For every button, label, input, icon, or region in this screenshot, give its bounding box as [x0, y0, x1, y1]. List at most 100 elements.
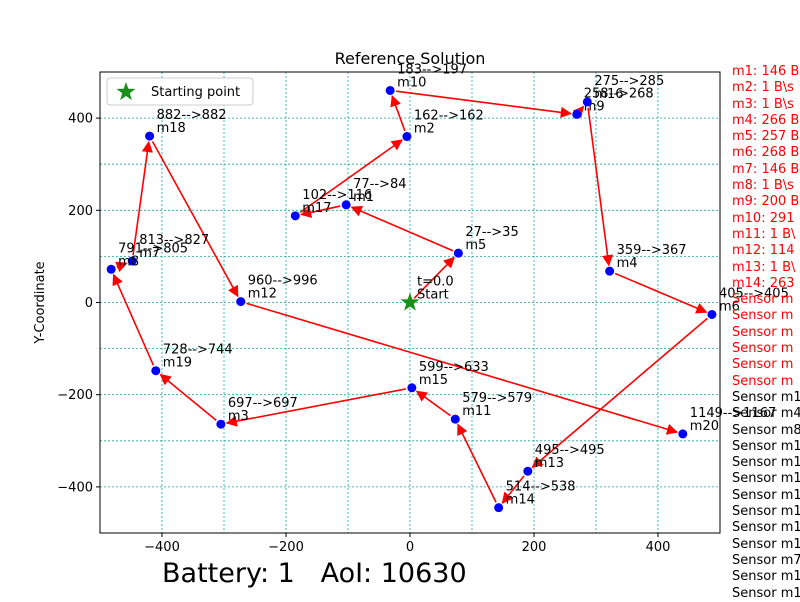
node-time-m17: 102-->116 — [302, 188, 372, 203]
y-tick-label: 0 — [85, 296, 93, 311]
node-time-m13: 495-->495 — [535, 443, 605, 458]
node-time-m2: 162-->162 — [414, 109, 484, 124]
node-label-m4: m4 — [617, 256, 638, 271]
route-arrow — [350, 205, 454, 252]
side-list-item: Sensor m7 — [732, 552, 800, 568]
node-time-m9: 258-->268 — [584, 86, 654, 101]
route-arrow — [132, 140, 153, 256]
side-list-item: Sensor m1 — [732, 520, 800, 536]
node-time-m1: 77-->84 — [353, 177, 406, 192]
node-point-m17 — [290, 211, 300, 221]
y-axis-label: Y-Coordinate — [33, 261, 48, 344]
side-list-item: m3: 1 B\s — [732, 96, 794, 112]
node-time-m15: 599-->633 — [419, 360, 489, 375]
side-list-item: Sensor m — [732, 324, 794, 340]
side-list-item: Sensor m1 — [732, 536, 800, 552]
side-list-item: m8: 1 B\s — [732, 178, 794, 194]
node-label-m8: m8 — [118, 254, 139, 269]
side-list-item: m4: 266 B — [732, 112, 800, 128]
route-arrow — [159, 373, 217, 422]
route-arrow — [246, 302, 679, 435]
side-list-item: m14: 263 — [732, 275, 795, 291]
side-list-item: Sensor m1 — [732, 471, 800, 487]
node-point-m19 — [151, 366, 161, 376]
start-star — [400, 292, 420, 311]
side-list-item: Sensor m1 — [732, 569, 800, 585]
route-arrow — [115, 261, 128, 273]
side-list-item: Sensor m — [732, 292, 794, 308]
y-tick-label: −400 — [57, 480, 93, 495]
node-point-m6 — [707, 309, 717, 319]
node-point-m5 — [453, 248, 463, 258]
node-label-m14: m14 — [506, 493, 535, 508]
side-list-item: Sensor m — [732, 357, 794, 373]
x-tick-label: 200 — [522, 540, 547, 555]
side-list-item: Sensor m — [732, 373, 794, 389]
route-arrow — [415, 390, 451, 417]
node-label-m15: m15 — [419, 373, 448, 388]
start-time: t=0.0 — [417, 275, 454, 290]
route-arrow — [112, 273, 155, 366]
x-tick-label: 0 — [406, 540, 414, 555]
node-time-m19: 728-->744 — [163, 343, 233, 358]
side-list-item: m11: 1 B\ — [732, 226, 796, 242]
route-arrow — [151, 140, 239, 298]
node-point-m8 — [106, 264, 116, 274]
route-arrow — [572, 105, 585, 118]
route-arrow — [587, 107, 614, 267]
node-time-m12: 960-->996 — [248, 274, 318, 289]
x-tick-label: −200 — [268, 540, 304, 555]
node-time-m5: 27-->35 — [465, 225, 518, 240]
side-list-item: Sensor m — [732, 308, 794, 324]
side-list-item: m2: 1 B\s — [732, 80, 794, 96]
side-list-item: Sensor m1 — [732, 455, 800, 471]
node-point-m16 — [582, 97, 592, 107]
route-arrow — [390, 95, 406, 132]
x-tick-label: −400 — [144, 540, 180, 555]
node-point-m9 — [572, 109, 582, 119]
node-point-m12 — [236, 297, 246, 307]
chart-title: Reference Solution — [335, 49, 486, 68]
node-time-m8: 791-->805 — [118, 241, 188, 256]
route-arrow — [299, 139, 403, 214]
node-label-m19: m19 — [163, 356, 192, 371]
side-list-item: m10: 291 — [732, 210, 795, 226]
node-point-m15 — [407, 383, 417, 393]
node-point-m3 — [216, 419, 226, 429]
node-label-m2: m2 — [414, 122, 435, 137]
node-point-m18 — [145, 131, 155, 141]
node-point-m10 — [385, 85, 395, 95]
status-footer: Battery: 1 AoI: 10630 — [162, 558, 467, 589]
y-tick-label: 400 — [68, 112, 93, 127]
side-list-item: m1: 146 B — [732, 64, 800, 79]
aoi-label: AoI: 10630 — [320, 558, 467, 589]
node-label-m16: m16 — [594, 87, 623, 102]
route-arrow — [614, 272, 708, 314]
node-time-m16: 275-->285 — [594, 74, 664, 89]
node-point-m4 — [605, 266, 615, 276]
node-label-m10: m10 — [397, 75, 426, 90]
node-label-m5: m5 — [465, 238, 486, 253]
legend-entry: Starting point — [151, 85, 240, 100]
legend-star-icon — [116, 82, 136, 101]
node-label-m6: m6 — [719, 299, 740, 314]
route-arrow — [225, 388, 407, 427]
side-list-item: Sensor m1 — [732, 389, 800, 405]
node-time-m3: 697-->697 — [228, 396, 298, 411]
side-list-item: Sensor m1 — [732, 438, 800, 454]
node-label-m7: m7 — [139, 246, 160, 261]
node-time-m7: 813-->827 — [139, 233, 209, 248]
side-list-item: m13: 1 B\ — [732, 259, 796, 275]
side-list-item: m6: 268 B — [732, 145, 800, 161]
node-label-m12: m12 — [248, 287, 277, 302]
side-list-item: Sensor m1 — [732, 585, 800, 601]
node-point-m20 — [678, 429, 688, 439]
node-point-m2 — [402, 132, 412, 142]
route-arrow — [457, 423, 497, 503]
node-label-m1: m1 — [353, 190, 374, 205]
node-label-m3: m3 — [228, 409, 249, 424]
node-point-m14 — [494, 503, 504, 513]
side-list-item: m7: 146 B — [732, 161, 800, 177]
node-point-m13 — [523, 466, 533, 476]
